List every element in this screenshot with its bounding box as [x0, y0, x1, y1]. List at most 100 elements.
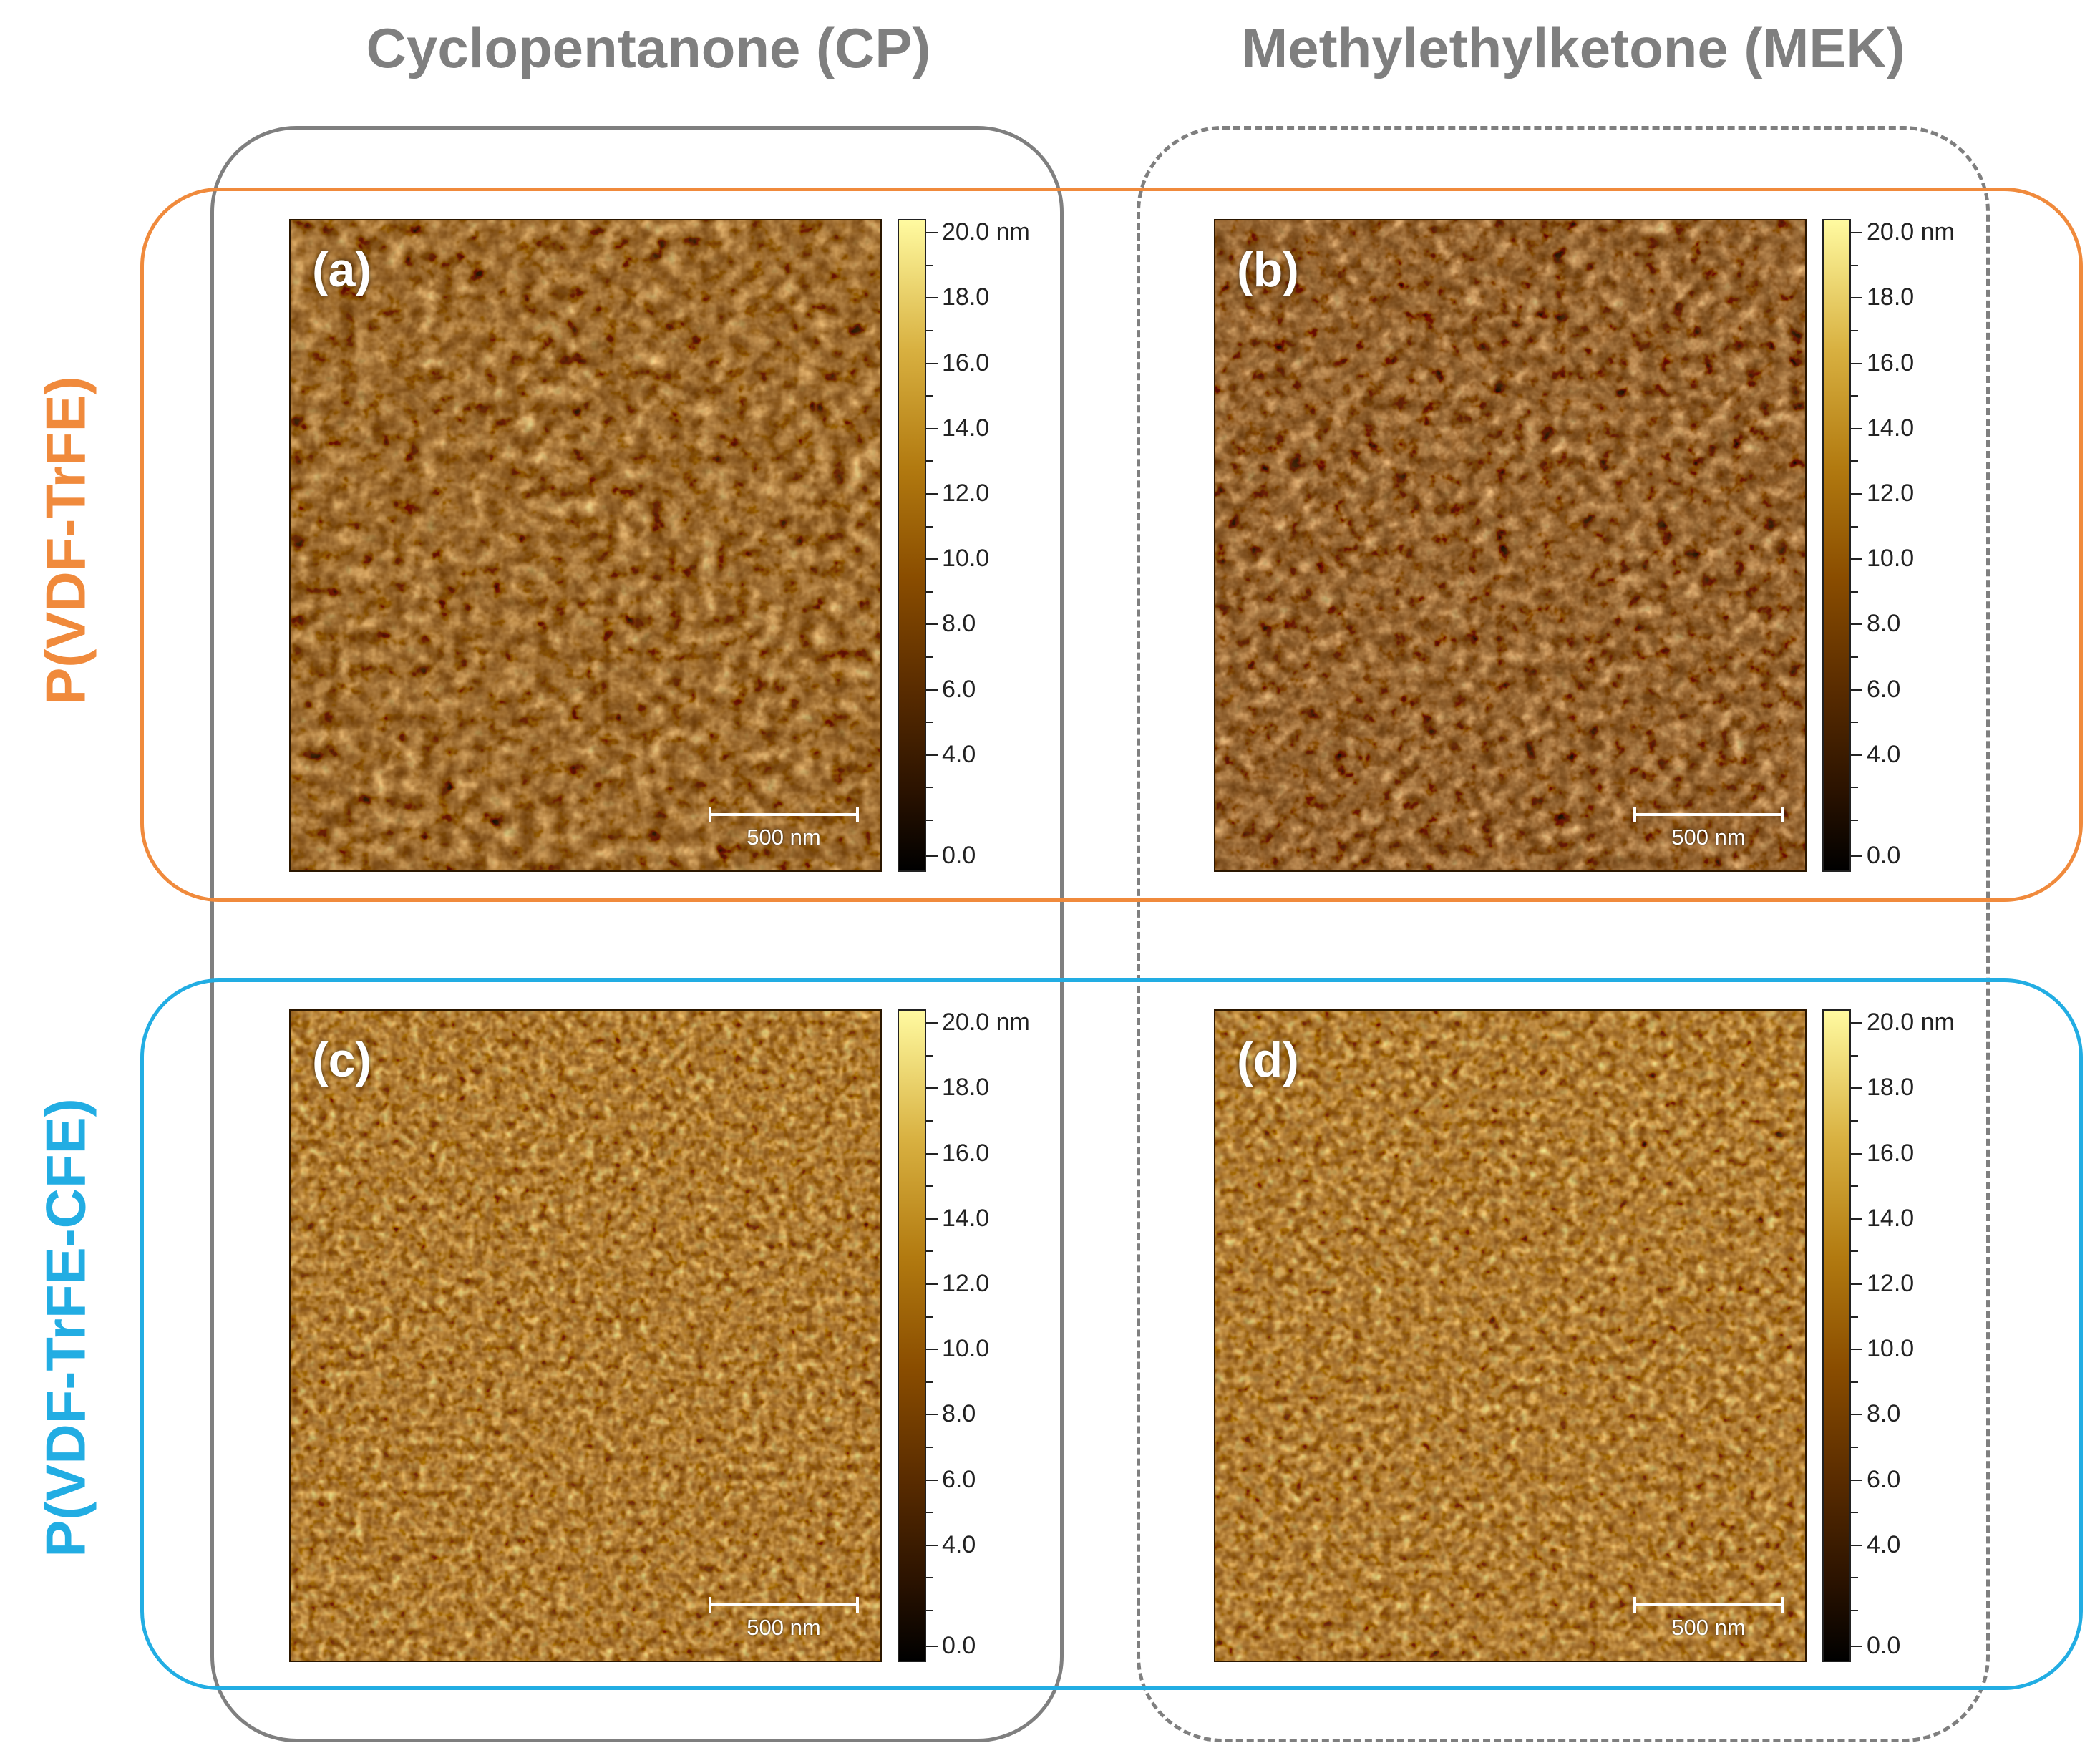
colorbar-tick-label: 8.0: [1867, 610, 1901, 638]
colorbar-tick: [926, 297, 938, 299]
colorbar-tick: [1851, 1381, 1858, 1383]
colorbar-tick-label: 0.0: [1867, 1632, 1901, 1660]
colorbar-tick: [1851, 460, 1858, 462]
panel-label-c: (c): [312, 1033, 372, 1087]
colorbar-tick: [926, 1120, 933, 1122]
scale-label-d: 500 nm: [1671, 1615, 1746, 1640]
colorbar-tick: [926, 591, 933, 593]
colorbar-tick-label: 14.0: [1867, 1204, 1915, 1232]
colorbar-tick-label: 0.0: [942, 1632, 976, 1660]
colorbar-tick: [1851, 689, 1862, 691]
scale-label-c: 500 nm: [747, 1615, 821, 1640]
colorbar-tick-label: 10.0: [1867, 1335, 1915, 1363]
row-title-trfe: P(VDF-TrFE): [34, 376, 97, 705]
colorbar-tick: [926, 558, 938, 560]
colorbar-tick: [1851, 232, 1862, 234]
colorbar-tick: [926, 623, 938, 626]
colorbar-tick: [1851, 722, 1858, 724]
colorbar-tick-label: 18.0: [942, 283, 990, 311]
colorbar-tick: [1851, 1479, 1862, 1481]
colorbar-tick: [926, 460, 933, 462]
colorbar-tick: [926, 820, 933, 822]
colorbar-b: [1822, 219, 1851, 872]
colorbar-tick: [1851, 1152, 1862, 1155]
colorbar-tick-label: 16.0: [942, 349, 990, 377]
colorbar-tick: [926, 1447, 933, 1449]
colorbar-tick-label: 8.0: [1867, 1400, 1901, 1428]
colorbar-tick: [1851, 1349, 1862, 1351]
colorbar-tick-label: 18.0: [1867, 283, 1915, 311]
colorbar-tick: [1851, 427, 1862, 429]
colorbar-tick: [926, 493, 938, 495]
colorbar-tick: [926, 1610, 933, 1612]
colorbar-tick-label: 8.0: [942, 1400, 976, 1428]
colorbar-tick-label: 16.0: [942, 1139, 990, 1167]
colorbar-tick: [926, 1381, 933, 1383]
colorbar-tick: [926, 427, 938, 429]
colorbar-tick: [1851, 787, 1858, 789]
colorbar-tick: [1851, 623, 1862, 626]
colorbar-tick: [926, 362, 938, 364]
colorbar-tick-label: 12.0: [942, 1270, 990, 1298]
colorbar-tick: [926, 722, 933, 724]
colorbar-c: [898, 1009, 926, 1662]
panel-label-b: (b): [1237, 243, 1299, 297]
colorbar-tick-label: 12.0: [1867, 480, 1915, 507]
colorbar-tick: [926, 1022, 938, 1024]
colorbar-tick: [1851, 820, 1858, 822]
colorbar-tick-label: 12.0: [942, 480, 990, 507]
colorbar-tick-label: 20.0 nm: [942, 218, 1030, 246]
row-title-cfe: P(VDF-TrFE-CFE): [34, 1098, 97, 1558]
scale-label-b: 500 nm: [1671, 825, 1746, 850]
colorbar-tick: [1851, 1512, 1858, 1514]
colorbar-d: [1822, 1009, 1851, 1662]
colorbar-tick-label: 20.0 nm: [1867, 1009, 1955, 1036]
colorbar-tick: [1851, 1610, 1858, 1612]
colorbar-tick-label: 6.0: [942, 675, 976, 703]
colorbar-tick: [926, 1646, 938, 1648]
colorbar-tick: [926, 395, 933, 397]
colorbar-tick-label: 18.0: [1867, 1074, 1915, 1102]
colorbar-tick: [1851, 1250, 1858, 1253]
panel-label-d: (d): [1237, 1033, 1299, 1087]
colorbar-tick-label: 16.0: [1867, 1139, 1915, 1167]
colorbar-tick: [1851, 330, 1858, 332]
colorbar-tick: [1851, 754, 1862, 756]
colorbar-tick: [1851, 558, 1862, 560]
colorbar-tick: [1851, 525, 1858, 528]
colorbar-tick-label: 6.0: [942, 1465, 976, 1493]
afm-image-b: (b) 500 nm: [1214, 219, 1807, 872]
colorbar-tick: [926, 1544, 938, 1546]
colorbar-tick-label: 0.0: [1867, 842, 1901, 870]
colorbar-tick-label: 14.0: [942, 414, 990, 442]
colorbar-tick: [1851, 395, 1858, 397]
colorbar-tick: [926, 1577, 933, 1579]
scale-bar-c: 500 nm: [709, 1593, 859, 1643]
colorbar-tick: [926, 1349, 938, 1351]
cp-column-frame: [210, 126, 1064, 1742]
colorbar-tick: [1851, 264, 1858, 266]
colorbar-tick: [926, 1316, 933, 1318]
colorbar-tick-label: 6.0: [1867, 675, 1901, 703]
colorbar-tick: [926, 656, 933, 659]
colorbar-tick: [1851, 1120, 1858, 1122]
colorbar-tick: [926, 264, 933, 266]
colorbar-tick-label: 10.0: [942, 545, 990, 573]
colorbar-tick: [926, 1283, 938, 1286]
colorbar-tick-label: 4.0: [942, 1530, 976, 1558]
colorbar-tick-label: 20.0 nm: [1867, 218, 1955, 246]
colorbar-tick-label: 14.0: [942, 1204, 990, 1232]
colorbar-tick: [926, 1185, 933, 1188]
colorbar-tick: [1851, 1447, 1858, 1449]
colorbar-tick: [1851, 1022, 1862, 1024]
colorbar-a: [898, 219, 926, 872]
scale-label-a: 500 nm: [747, 825, 821, 850]
colorbar-tick: [926, 787, 933, 789]
scale-bar-d: 500 nm: [1633, 1593, 1784, 1643]
colorbar-tick: [1851, 1054, 1858, 1057]
colorbar-tick: [1851, 1218, 1862, 1220]
colorbar-tick: [1851, 493, 1862, 495]
colorbar-tick: [926, 855, 938, 858]
colorbar-tick: [1851, 1577, 1858, 1579]
trfe-row-frame: [140, 188, 2083, 902]
